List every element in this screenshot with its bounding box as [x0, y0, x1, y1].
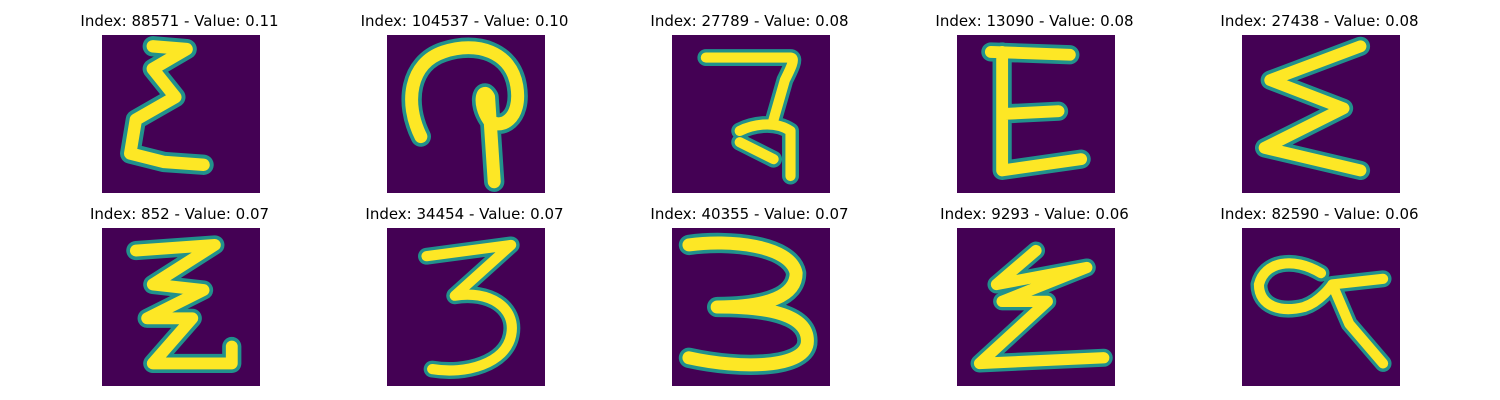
glyph-drawing [981, 42, 1091, 181]
panel-4: Index: 13090 - Value: 0.08 [892, 12, 1177, 202]
panel-8: Index: 40355 - Value: 0.07 [607, 205, 892, 395]
glyph-drawing [120, 36, 214, 175]
panel-9: Index: 9293 - Value: 0.06 [892, 205, 1177, 395]
panel-title: Index: 82590 - Value: 0.06 [1220, 205, 1419, 223]
glyph-drawing [970, 241, 1113, 373]
glyph-drawing [1254, 36, 1371, 181]
panel-title: Index: 34454 - Value: 0.07 [365, 205, 564, 223]
panel-3: Index: 27789 - Value: 0.08 [607, 12, 892, 202]
glyph-drawing [697, 49, 802, 185]
panel-2: Index: 104537 - Value: 0.10 [322, 12, 607, 202]
panel-6: Index: 852 - Value: 0.07 [37, 205, 322, 395]
glyph-drawing [678, 232, 818, 375]
panel-title: Index: 13090 - Value: 0.08 [935, 12, 1134, 30]
panel-image [1242, 35, 1400, 193]
panel-5: Index: 27438 - Value: 0.08 [1177, 12, 1462, 202]
panel-image [672, 35, 830, 193]
panel-title: Index: 27438 - Value: 0.08 [1220, 12, 1419, 30]
panel-1: Index: 88571 - Value: 0.11 [37, 12, 322, 202]
panel-title: Index: 27789 - Value: 0.08 [650, 12, 849, 30]
panel-image [102, 228, 260, 386]
panel-image [672, 228, 830, 386]
glyph-drawing [126, 235, 242, 374]
panel-image [1242, 228, 1400, 386]
panel-10: Index: 82590 - Value: 0.06 [1177, 205, 1462, 395]
glyph-drawing [418, 236, 521, 379]
panel-image [102, 35, 260, 193]
panel-image [387, 35, 545, 193]
panel-title: Index: 104537 - Value: 0.10 [360, 12, 569, 30]
glyph-drawing [1250, 254, 1392, 372]
panel-title: Index: 9293 - Value: 0.06 [940, 205, 1129, 223]
panel-image [387, 228, 545, 386]
panel-title: Index: 852 - Value: 0.07 [89, 205, 270, 223]
panel-title: Index: 40355 - Value: 0.07 [650, 205, 849, 223]
panel-image [957, 35, 1115, 193]
panel-title: Index: 88571 - Value: 0.11 [80, 12, 279, 30]
glyph-drawing [401, 37, 528, 192]
panel-image [957, 228, 1115, 386]
panel-7: Index: 34454 - Value: 0.07 [322, 205, 607, 395]
